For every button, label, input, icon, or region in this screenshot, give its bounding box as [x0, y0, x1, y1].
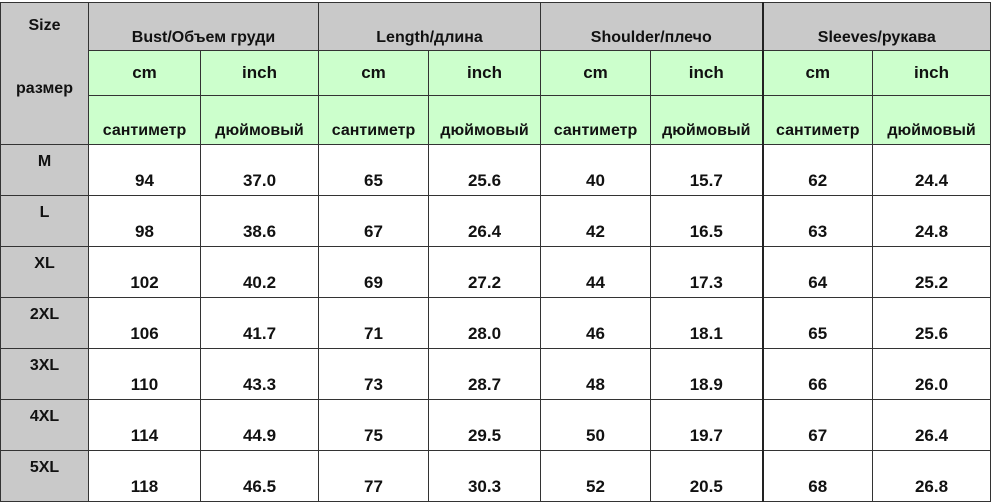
value-cell: 43.3: [200, 348, 319, 400]
unit-inch: inch: [200, 50, 319, 96]
value-cell: 26.0: [872, 348, 992, 400]
unit-cm: cm: [540, 50, 652, 96]
unit-inch-ru: дюймовый: [427, 95, 542, 145]
unit-cm: cm: [88, 50, 201, 96]
value-cell: 98: [88, 195, 201, 247]
value-cell: 26.4: [427, 195, 542, 247]
shoulder-header: Shoulder/плечо: [540, 2, 764, 51]
size-cell: 3XL: [0, 348, 89, 400]
unit-inch-ru: дюймовый: [650, 95, 764, 145]
value-cell: 37.0: [200, 144, 319, 196]
value-cell: 65: [318, 144, 429, 196]
unit-cm: cm: [318, 50, 429, 96]
value-cell: 114: [88, 399, 201, 451]
value-cell: 19.7: [650, 399, 764, 451]
value-cell: 67: [761, 399, 874, 451]
size-cell: L: [0, 195, 89, 247]
unit-cm-ru: сантиметр: [318, 95, 429, 145]
size-cell: 5XL: [0, 450, 89, 502]
value-cell: 66: [761, 348, 874, 400]
value-cell: 16.5: [650, 195, 764, 247]
value-cell: 94: [88, 144, 201, 196]
value-cell: 17.3: [650, 246, 764, 298]
value-cell: 25.2: [872, 246, 992, 298]
bust-header: Bust/Объем груди: [88, 2, 319, 51]
value-cell: 110: [88, 348, 201, 400]
value-cell: 25.6: [427, 144, 542, 196]
size-cell: 2XL: [0, 297, 89, 349]
value-cell: 41.7: [200, 297, 319, 349]
value-cell: 52: [540, 450, 652, 502]
value-cell: 118: [88, 450, 201, 502]
value-cell: 30.3: [427, 450, 542, 502]
value-cell: 50: [540, 399, 652, 451]
value-cell: 48: [540, 348, 652, 400]
unit-cm: cm: [761, 50, 874, 96]
size-cell: XL: [0, 246, 89, 298]
value-cell: 69: [318, 246, 429, 298]
table-row: 3XL 110 43.3 73 28.7 48 18.9 66 26.0: [0, 348, 992, 400]
value-cell: 15.7: [650, 144, 764, 196]
value-cell: 25.6: [872, 297, 992, 349]
value-cell: 67: [318, 195, 429, 247]
unit-row: cm inch cm inch cm inch cm inch: [1, 50, 992, 96]
unit-cm-ru: сантиметр: [540, 95, 652, 145]
size-cell: 4XL: [0, 399, 89, 451]
value-cell: 18.1: [650, 297, 764, 349]
value-cell: 73: [318, 348, 429, 400]
value-cell: 65: [761, 297, 874, 349]
table-row: 4XL 114 44.9 75 29.5 50 19.7 67 26.4: [0, 399, 992, 451]
value-cell: 24.8: [872, 195, 992, 247]
value-cell: 20.5: [650, 450, 764, 502]
unit-inch: inch: [872, 50, 992, 96]
table-row: M 94 37.0 65 25.6 40 15.7 62 24.4: [0, 144, 992, 196]
length-header: Length/длина: [317, 2, 542, 51]
value-cell: 40: [540, 144, 652, 196]
sleeves-header: Sleeves/рукава: [761, 2, 992, 51]
value-cell: 24.4: [872, 144, 992, 196]
unit-inch-ru: дюймовый: [200, 95, 319, 145]
table-row: L 98 38.6 67 26.4 42 16.5 63 24.8: [0, 195, 992, 247]
table-row: 5XL 118 46.5 77 30.3 52 20.5 68 26.8: [0, 450, 992, 502]
value-cell: 46: [540, 297, 652, 349]
value-cell: 26.4: [872, 399, 992, 451]
group-header-row: Size размер Bust/Объем груди Length/длин…: [0, 2, 992, 145]
value-cell: 44.9: [200, 399, 319, 451]
value-cell: 62: [761, 144, 874, 196]
value-cell: 46.5: [200, 450, 319, 502]
unit-inch: inch: [650, 50, 764, 96]
table-row: 2XL 106 41.7 71 28.0 46 18.1 65 25.6: [0, 297, 992, 349]
size-cell: M: [0, 144, 89, 196]
size-label-ru: размер: [16, 80, 73, 97]
value-cell: 64: [761, 246, 874, 298]
value-cell: 63: [761, 195, 874, 247]
unit-inch-ru: дюймовый: [872, 95, 992, 145]
value-cell: 28.7: [427, 348, 542, 400]
unit-cm-ru: сантиметр: [88, 95, 201, 145]
value-cell: 28.0: [427, 297, 542, 349]
value-cell: 38.6: [200, 195, 319, 247]
value-cell: 42: [540, 195, 652, 247]
value-cell: 102: [88, 246, 201, 298]
unit-cm-ru: сантиметр: [761, 95, 874, 145]
unit-ru-row: сантиметр дюймовый сантиметр дюймовый сантим…: [1, 95, 992, 145]
unit-inch: inch: [427, 50, 542, 96]
value-cell: 27.2: [427, 246, 542, 298]
value-cell: 68: [761, 450, 874, 502]
value-cell: 44: [540, 246, 652, 298]
value-cell: 77: [318, 450, 429, 502]
value-cell: 75: [318, 399, 429, 451]
size-label: Size: [28, 17, 61, 34]
value-cell: 26.8: [872, 450, 992, 502]
size-header: Size размер: [0, 2, 89, 145]
value-cell: 40.2: [200, 246, 319, 298]
value-cell: 18.9: [650, 348, 764, 400]
table-row: XL 102 40.2 69 27.2 44 17.3 64 25.2: [0, 246, 992, 298]
value-cell: 71: [318, 297, 429, 349]
value-cell: 106: [88, 297, 201, 349]
value-cell: 29.5: [427, 399, 542, 451]
